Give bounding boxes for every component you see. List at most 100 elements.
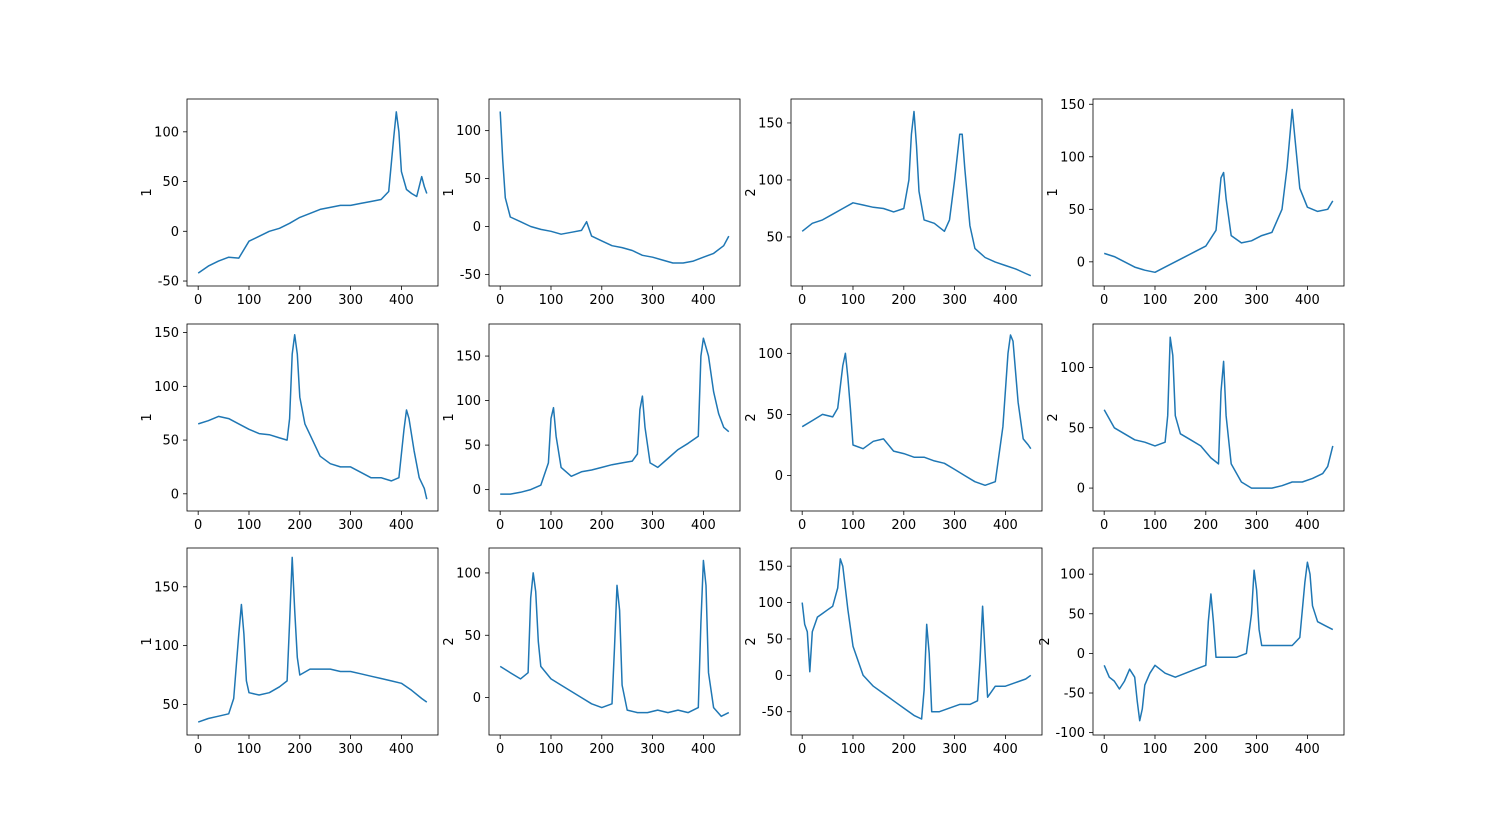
x-tick-label: 200 (891, 293, 916, 308)
y-tick-label: 150 (758, 116, 783, 131)
y-tick-label: 0 (171, 487, 179, 502)
y-axis-label: 2 (442, 637, 457, 645)
x-tick-label: 300 (640, 293, 665, 308)
x-tick-label: 100 (539, 742, 564, 757)
axes-frame (488, 323, 741, 512)
axes-frame (186, 547, 439, 736)
y-tick-label: 150 (758, 560, 783, 575)
x-tick-label: 300 (942, 293, 967, 308)
axes-frame (790, 98, 1043, 287)
x-tick-label: 100 (237, 293, 262, 308)
subplot-12: 0 100 200 300 400 -100 -50 0 50 100 2 (1038, 547, 1345, 757)
axes-frame (1092, 547, 1345, 736)
x-tick-label: 0 (798, 742, 806, 757)
x-tick-label: 400 (1295, 293, 1320, 308)
subplot-8: 0 100 200 300 400 0 50 100 2 (1046, 323, 1345, 533)
y-axis-label: 1 (1046, 188, 1061, 196)
subplot-2: 0 100 200 300 400 -50 0 50 100 1 (442, 98, 741, 308)
y-tick-label: 100 (1060, 150, 1085, 165)
series-line (1103, 336, 1334, 489)
x-tick-label: 100 (841, 518, 866, 533)
subplot-4: 0 100 200 300 400 0 50 100 150 1 (1046, 98, 1345, 308)
x-tick-label: 400 (389, 293, 414, 308)
y-tick-label: 50 (1068, 203, 1085, 218)
y-tick-label: 100 (154, 639, 179, 654)
x-tick-label: 400 (691, 742, 716, 757)
x-tick-label: 100 (237, 742, 262, 757)
subplot-1: 0 100 200 300 400 -50 0 50 100 1 (140, 98, 439, 308)
y-tick-label: 0 (473, 220, 481, 235)
subplot-11: 0 100 200 300 400 -50 0 50 100 150 2 (744, 547, 1043, 757)
x-tick-label: 100 (539, 518, 564, 533)
x-tick-label: 300 (1244, 742, 1269, 757)
y-tick-label: -100 (1055, 726, 1085, 741)
series-line (801, 110, 1032, 277)
axes-frame (488, 98, 741, 287)
x-tick-label: 400 (691, 293, 716, 308)
y-tick-label: 50 (766, 632, 783, 647)
x-tick-label: 300 (1244, 518, 1269, 533)
series-line (801, 558, 1032, 720)
x-tick-label: 400 (389, 518, 414, 533)
x-tick-label: 0 (798, 293, 806, 308)
axes-frame (186, 98, 439, 287)
y-tick-label: 50 (766, 408, 783, 423)
y-tick-label: 50 (162, 698, 179, 713)
x-tick-label: 100 (1143, 742, 1168, 757)
x-tick-label: 0 (194, 518, 202, 533)
y-tick-label: 100 (1060, 568, 1085, 583)
y-tick-label: -50 (762, 705, 783, 720)
x-tick-label: 300 (942, 518, 967, 533)
x-tick-label: 300 (338, 742, 363, 757)
y-axis-label: 1 (140, 637, 155, 645)
x-tick-label: 0 (496, 742, 504, 757)
y-tick-label: 50 (464, 629, 481, 644)
y-tick-label: 100 (758, 596, 783, 611)
y-tick-label: 0 (171, 225, 179, 240)
y-tick-label: -50 (1064, 687, 1085, 702)
x-tick-label: 0 (194, 742, 202, 757)
x-tick-label: 100 (1143, 518, 1168, 533)
x-tick-label: 100 (237, 518, 262, 533)
y-tick-label: 150 (154, 580, 179, 595)
series-line (801, 334, 1032, 487)
y-tick-label: -50 (460, 268, 481, 283)
y-axis-label: 2 (1038, 637, 1053, 645)
series-line (1103, 561, 1334, 722)
y-tick-label: 100 (1060, 361, 1085, 376)
y-tick-label: 50 (1068, 607, 1085, 622)
y-tick-label: 100 (154, 125, 179, 140)
x-tick-label: 200 (589, 518, 614, 533)
x-tick-label: 400 (1295, 518, 1320, 533)
x-tick-label: 200 (589, 742, 614, 757)
y-axis-label: 1 (442, 413, 457, 421)
subplot-10: 0 100 200 300 400 0 50 100 2 (442, 547, 741, 757)
x-tick-label: 0 (496, 293, 504, 308)
x-tick-label: 300 (640, 742, 665, 757)
series-line (197, 333, 428, 500)
x-tick-label: 100 (841, 293, 866, 308)
x-tick-label: 200 (891, 742, 916, 757)
series-line (1103, 108, 1334, 274)
axes-frame (1092, 98, 1345, 287)
x-tick-label: 200 (1193, 518, 1218, 533)
y-axis-label: 1 (140, 188, 155, 196)
y-tick-label: 0 (1077, 647, 1085, 662)
x-tick-label: 300 (338, 293, 363, 308)
x-tick-label: 0 (798, 518, 806, 533)
y-axis-label: 1 (140, 413, 155, 421)
y-axis-label: 2 (1046, 413, 1061, 421)
subplot-7: 0 100 200 300 400 0 50 100 2 (744, 323, 1043, 533)
x-tick-label: 200 (891, 518, 916, 533)
x-tick-label: 300 (640, 518, 665, 533)
y-tick-label: 50 (464, 439, 481, 454)
x-tick-label: 100 (1143, 293, 1168, 308)
y-tick-label: 100 (154, 380, 179, 395)
y-tick-label: 150 (154, 326, 179, 341)
x-tick-label: 0 (1100, 742, 1108, 757)
x-tick-label: 0 (1100, 293, 1108, 308)
y-axis-label: 2 (744, 188, 759, 196)
axes-frame (186, 323, 439, 512)
y-tick-label: 100 (758, 173, 783, 188)
